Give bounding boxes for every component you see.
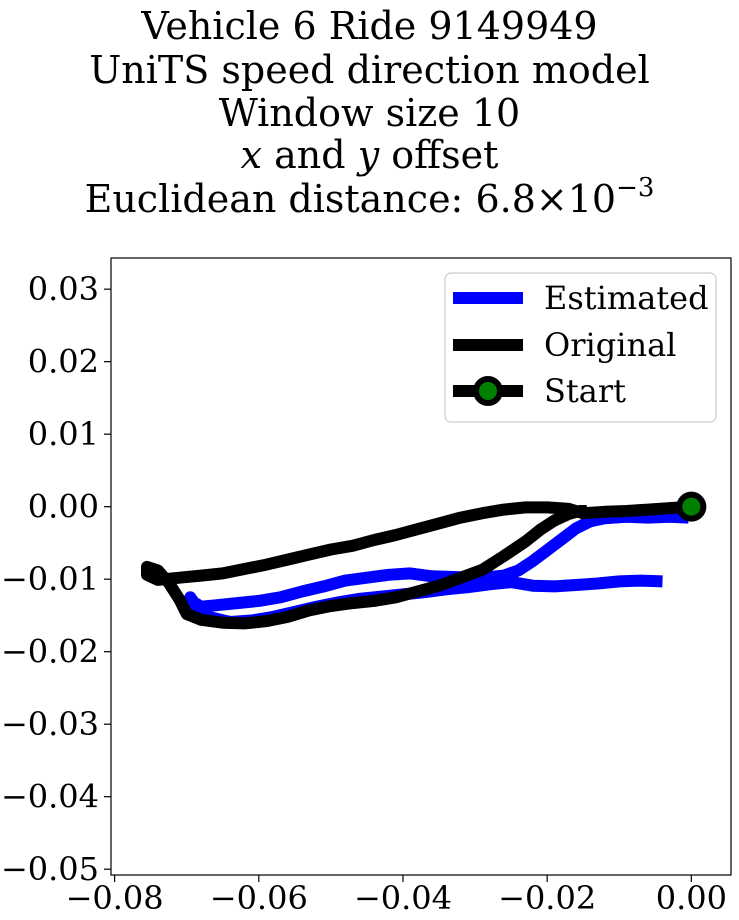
y-tick-label: −0.04 [1,778,99,816]
plot-area [147,495,703,624]
y-tick-label: 0.03 [28,270,99,308]
y-axis: 0.03 0.02 0.01 0.00 −0.01 −0.02 −0.03 −0.04 −0.0… [1,270,111,888]
y-tick-label: 0.02 [28,343,99,381]
y-tick-label: −0.05 [1,850,99,888]
y-tick-label: 0.00 [28,488,99,526]
start-point-marker [679,495,703,519]
x-axis: −0.08 −0.06 −0.04 −0.02 0.00 [66,875,727,917]
x-tick-label: −0.04 [354,879,452,917]
legend-start-label: Start [544,372,626,410]
legend-estimated-label: Estimated [544,279,709,317]
x-tick-label: −0.06 [210,879,308,917]
legend-original-label: Original [544,326,676,364]
legend-start-marker [476,379,500,403]
legend: Estimated Original Start [445,273,716,422]
y-tick-label: −0.03 [1,705,99,743]
y-tick-label: −0.01 [1,560,99,598]
y-tick-label: −0.02 [1,633,99,671]
y-tick-label: 0.01 [28,415,99,453]
x-tick-label: −0.02 [498,879,596,917]
x-tick-label: 0.00 [656,879,727,917]
